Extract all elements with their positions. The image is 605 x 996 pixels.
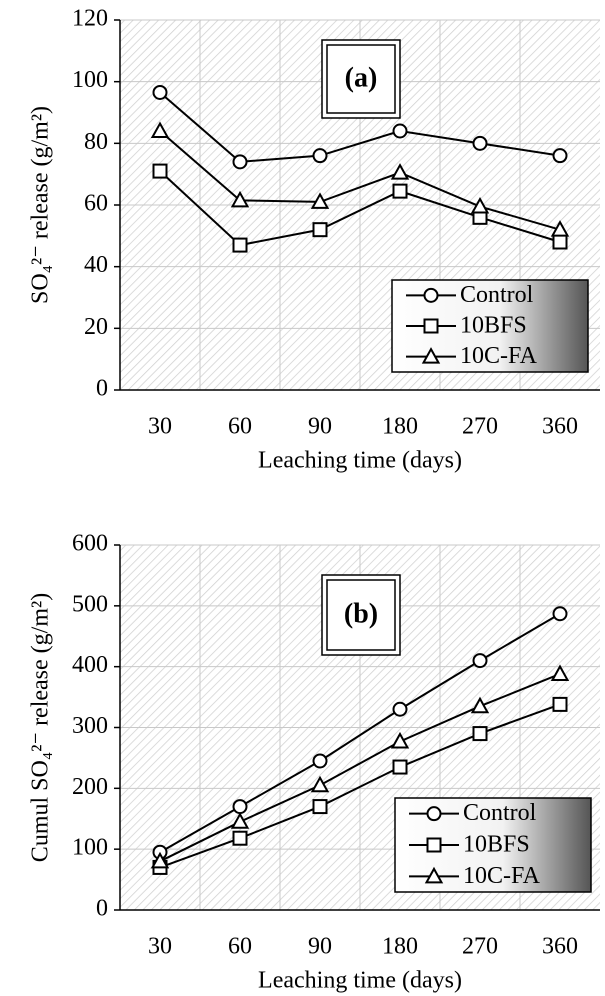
series-line [159,170,561,247]
y-axis-label: Cumul SO₄²⁻ release (g/m²) [28,593,54,862]
annotation: (b) [344,598,378,629]
x-tick-label: 60 [228,934,252,960]
annotation: (a) [345,62,378,93]
x-tick-label: 90 [308,934,332,960]
y-tick-label: 40 [84,252,108,278]
marker [552,148,568,164]
marker [472,653,488,669]
x-tick-label: 30 [148,414,172,440]
marker [232,799,248,815]
x-tick-label: 360 [542,934,578,960]
marker [552,234,568,250]
marker [312,799,328,815]
marker [150,851,170,869]
legend-label: 10BFS [463,832,530,858]
marker [312,753,328,769]
marker [472,726,488,742]
series-line [159,703,561,869]
marker [312,222,328,238]
marker [310,192,330,209]
legend-label: Control [460,282,534,308]
x-tick-label: 60 [228,414,252,440]
marker [472,135,488,151]
legend-label: 10C-FA [460,343,538,369]
legend-label: 10BFS [460,313,527,339]
x-tick-label: 30 [148,934,172,960]
marker [470,196,490,214]
series-line [159,91,561,163]
x-tick-label: 270 [462,934,498,960]
marker [232,154,248,170]
annotation-box [321,39,401,119]
x-tick-label: 360 [542,414,578,440]
legend-marker [426,806,442,822]
marker [390,731,410,749]
marker [552,696,568,712]
annotation-box [321,574,401,656]
legend-marker [426,837,442,853]
marker [230,812,250,829]
y-tick-label: 20 [84,314,108,340]
marker [392,183,408,199]
marker [312,148,328,164]
marker [470,696,490,714]
legend-label: 10C-FA [463,863,541,889]
y-axis-label: SO₄²⁻ release (g/m²) [28,106,54,304]
x-tick-label: 270 [462,414,498,440]
annotation-box-inner [326,44,396,114]
y-tick-label: 60 [84,191,108,217]
y-tick-label: 80 [84,129,108,155]
annotation-box-inner [326,579,396,651]
marker [550,220,570,237]
y-tick-label: 120 [72,6,108,32]
y-tick-label: 500 [72,591,108,617]
marker [232,830,248,846]
legend-marker [423,287,439,303]
marker [392,701,408,717]
x-axis-label: Leaching time (days) [258,448,462,474]
y-tick-label: 200 [72,774,108,800]
y-tick-label: 400 [72,652,108,678]
legend-marker [423,318,439,334]
y-tick-label: 600 [72,531,108,557]
y-tick-label: 0 [96,896,108,922]
y-tick-label: 100 [72,67,108,93]
series-line [159,130,561,231]
legend-marker [421,347,441,364]
marker [152,163,168,179]
y-tick-label: 300 [72,713,108,739]
legend-marker [424,866,444,884]
x-tick-label: 90 [308,414,332,440]
marker [552,606,568,622]
series-line [159,673,561,863]
marker [550,664,570,681]
legend-label: Control [463,800,537,826]
marker [310,775,330,793]
series-line [159,612,561,854]
x-tick-label: 180 [382,414,418,440]
marker [230,190,250,208]
marker [150,121,170,138]
y-tick-label: 0 [96,376,108,402]
y-tick-label: 100 [72,835,108,861]
marker [152,84,168,100]
marker [232,237,248,253]
x-tick-label: 180 [382,934,418,960]
marker [392,759,408,775]
marker [390,163,410,180]
x-axis-label: Leaching time (days) [258,968,462,994]
marker [392,123,408,139]
